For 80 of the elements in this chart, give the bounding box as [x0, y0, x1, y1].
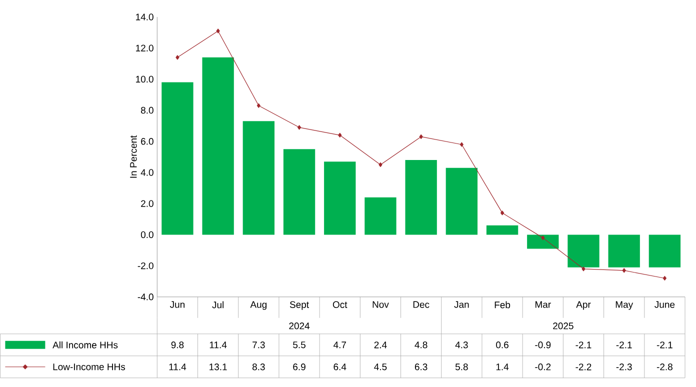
- point: [216, 28, 220, 34]
- y-tick-label: 0.0: [140, 231, 154, 238]
- data-label: 4.5: [374, 364, 387, 370]
- point: [378, 162, 382, 168]
- point: [582, 266, 586, 272]
- data-label: 4.7: [333, 342, 346, 348]
- bar: [202, 57, 234, 235]
- x-tick-label: Mar: [535, 301, 551, 308]
- data-label: -2.1: [576, 342, 592, 348]
- y-tick-label: 12.0: [136, 44, 154, 52]
- data-label: 5.5: [293, 342, 306, 348]
- point: [460, 142, 464, 147]
- y-axis-title: In Percent: [130, 135, 137, 178]
- x-tick-label: Aug: [250, 301, 267, 310]
- point: [176, 55, 180, 60]
- data-label: -2.3: [616, 364, 632, 370]
- text: 2024: [289, 322, 310, 330]
- y-tick-label: 14.0: [136, 14, 154, 20]
- bar: [162, 82, 194, 235]
- data-label: 6.4: [334, 364, 346, 370]
- data-label: -2.8: [656, 364, 672, 370]
- bar: [324, 162, 356, 235]
- data-label: -0.9: [535, 342, 551, 348]
- data-label: 0.6: [496, 342, 508, 348]
- x-tick-label: Jun: [170, 301, 185, 308]
- text: 2025: [553, 322, 574, 330]
- point: [297, 125, 302, 130]
- y-tick-label: -4.0: [138, 294, 154, 300]
- data-label: 13.1: [210, 364, 227, 370]
- x-tick-label: June: [654, 301, 675, 308]
- point: [662, 276, 666, 281]
- data-label: 7.3: [252, 342, 265, 348]
- x-tick-label: Apr: [576, 301, 591, 310]
- data-label: 5.8: [455, 364, 468, 370]
- bar: [608, 234, 640, 268]
- legend-label: Low-Income HHs: [53, 364, 126, 370]
- legend-label: All Income HHs: [52, 341, 118, 348]
- bar: [242, 121, 275, 235]
- bar: [446, 168, 478, 235]
- data-label: 4.3: [455, 342, 468, 348]
- data-label: 4.8: [414, 342, 428, 348]
- x-tick-label: Sept: [290, 301, 309, 310]
- data-label: 11.4: [169, 364, 186, 370]
- point: [338, 132, 342, 138]
- data-label: 11.4: [210, 342, 227, 348]
- data-label: 1.4: [496, 364, 509, 370]
- x-tick-label: Feb: [494, 301, 510, 308]
- bar: [568, 234, 600, 268]
- y-tick-label: 6.0: [141, 138, 154, 145]
- data-label: -2.2: [576, 364, 592, 370]
- data-label: -2.1: [656, 342, 672, 348]
- x-tick-label: Jul: [212, 301, 224, 308]
- bar: [364, 197, 396, 235]
- point: [622, 268, 626, 273]
- y-tick-label: 4.0: [140, 169, 154, 176]
- bar: [648, 234, 681, 268]
- x-tick-label: Jan: [454, 301, 469, 308]
- y-tick-label: 10.0: [136, 76, 154, 83]
- x-tick-label: Dec: [413, 301, 430, 308]
- bar: [283, 149, 316, 235]
- data-label: 2.4: [374, 342, 387, 348]
- point: [541, 236, 545, 240]
- point: [256, 103, 260, 108]
- bar: [405, 160, 437, 235]
- x-tick-label: Nov: [372, 301, 389, 308]
- data-label: 6.9: [293, 364, 306, 370]
- x-tick-label: Oct: [332, 301, 348, 308]
- bar: [527, 234, 559, 249]
- point: [419, 134, 423, 140]
- data-label: 8.3: [252, 364, 265, 370]
- y-tick-label: -2.0: [138, 262, 154, 270]
- point: [500, 210, 504, 216]
- data-label: -2.1: [616, 342, 632, 348]
- data-label: 6.3: [414, 364, 428, 370]
- y-tick-label: 2.0: [141, 200, 154, 208]
- data-label: 9.8: [171, 342, 184, 348]
- data-label: -0.2: [535, 364, 551, 370]
- y-tick-label: 8.0: [141, 106, 154, 114]
- x-tick-label: May: [616, 301, 634, 310]
- bar: [486, 225, 518, 235]
